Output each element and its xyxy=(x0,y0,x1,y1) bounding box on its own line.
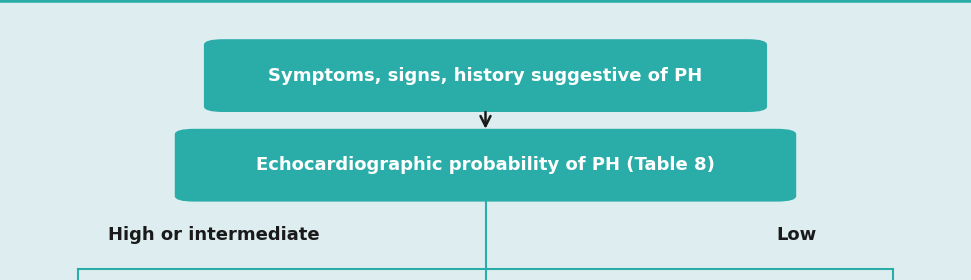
FancyBboxPatch shape xyxy=(175,129,796,202)
Text: Symptoms, signs, history suggestive of PH: Symptoms, signs, history suggestive of P… xyxy=(268,67,703,85)
Text: High or intermediate: High or intermediate xyxy=(108,226,319,244)
FancyBboxPatch shape xyxy=(204,39,767,112)
Text: Low: Low xyxy=(776,226,817,244)
Text: Echocardiographic probability of PH (Table 8): Echocardiographic probability of PH (Tab… xyxy=(256,156,715,174)
